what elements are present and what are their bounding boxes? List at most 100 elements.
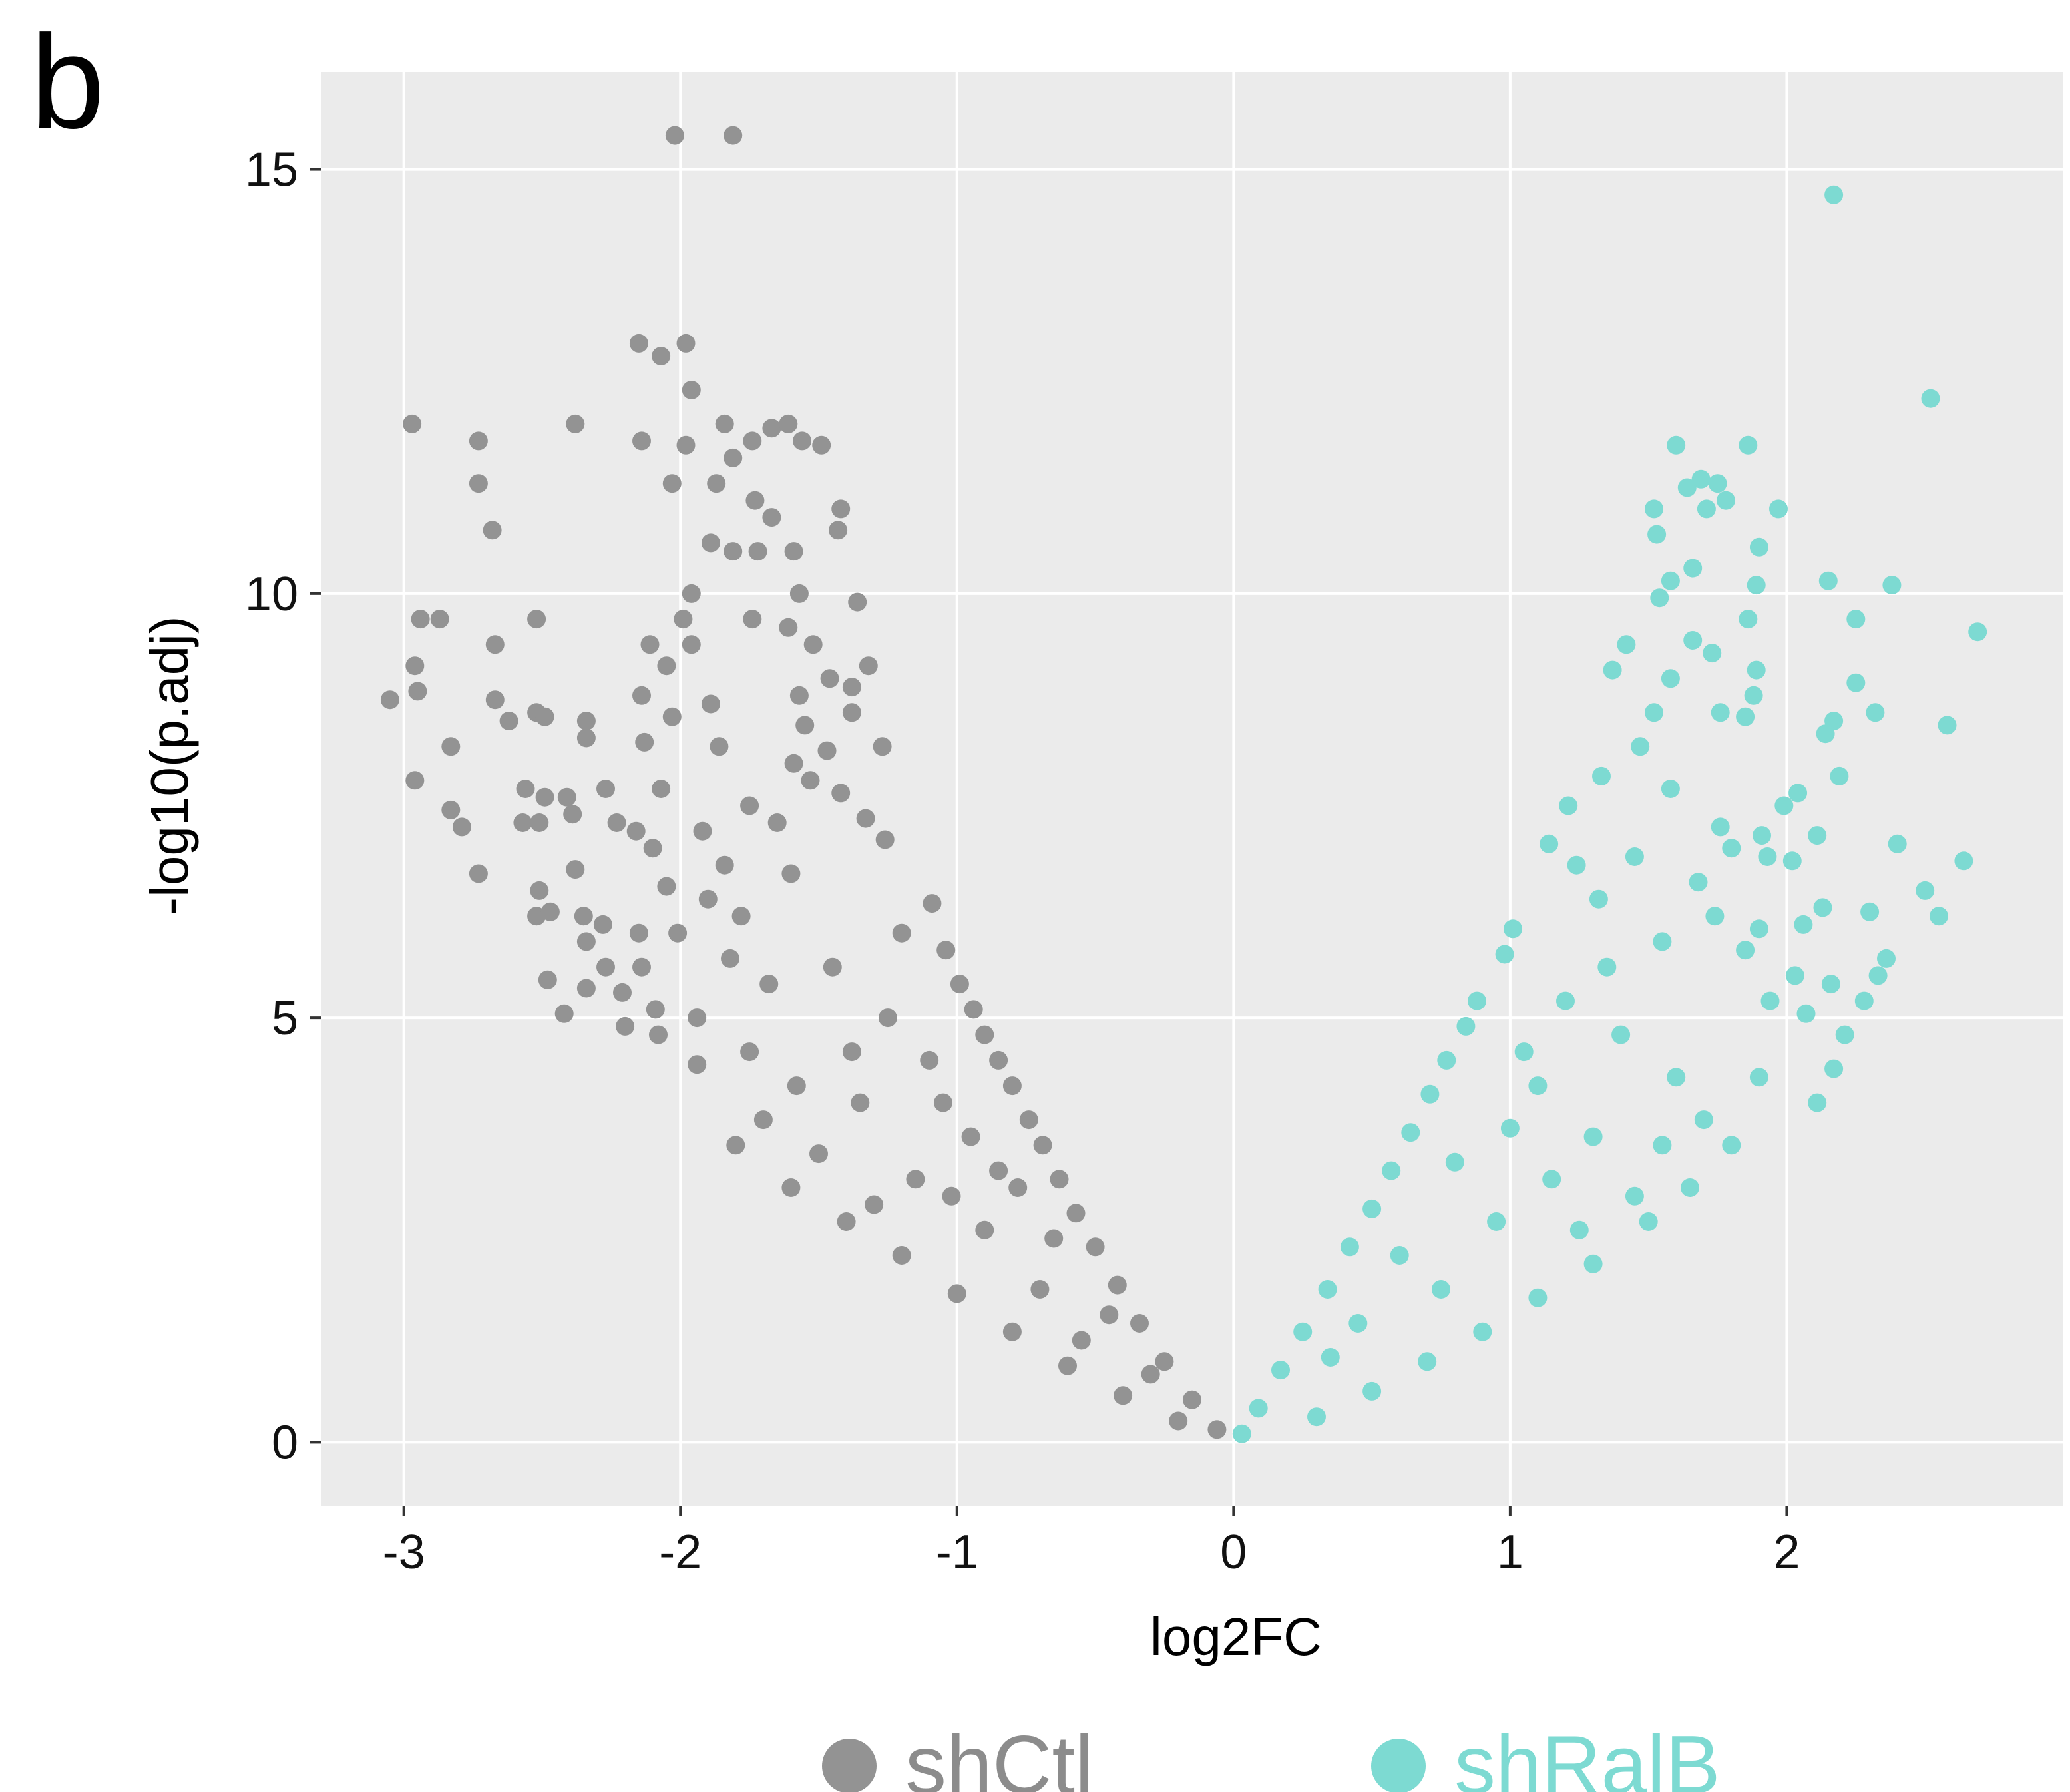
point-shRalB-14: [1661, 571, 1680, 590]
x-tick-label-5: 2: [1773, 1526, 1800, 1579]
point-shCtl-136: [781, 1178, 801, 1197]
point-shRalB-119: [1597, 957, 1617, 977]
point-shRalB-110: [1487, 1212, 1506, 1231]
point-shRalB-22: [1683, 631, 1703, 650]
point-shCtl-69: [441, 800, 461, 819]
y-tick-label-0: 0: [272, 1416, 298, 1469]
point-shRalB-112: [1390, 1246, 1409, 1265]
point-shCtl-39: [485, 635, 505, 654]
point-shRalB-40: [1888, 834, 1907, 853]
point-shRalB-35: [1788, 784, 1808, 803]
point-shCtl-163: [842, 1042, 861, 1062]
point-shCtl-18: [469, 474, 488, 493]
legend-label-shRalB: shRalB: [1454, 1719, 1721, 1792]
point-shRalB-103: [1667, 1068, 1686, 1087]
point-shCtl-116: [668, 923, 688, 943]
point-shCtl-159: [823, 957, 842, 977]
point-shRalB-11: [1647, 525, 1667, 544]
point-shCtl-133: [1183, 1390, 1201, 1409]
point-shRalB-85: [1340, 1237, 1359, 1257]
point-shCtl-158: [753, 1110, 773, 1130]
point-shCtl-151: [1044, 1229, 1064, 1248]
point-shCtl-36: [674, 610, 693, 629]
point-shCtl-10: [676, 435, 696, 455]
point-shCtl-2: [403, 414, 422, 433]
point-shCtl-40: [640, 635, 660, 654]
point-shRalB-80: [1437, 1050, 1456, 1070]
point-shCtl-127: [1050, 1170, 1069, 1189]
point-shCtl-145: [920, 1050, 939, 1070]
point-shRalB-70: [1567, 855, 1586, 875]
point-shCtl-59: [635, 732, 654, 752]
x-axis: -3 -2 -1 0 1 2: [383, 1506, 1800, 1579]
point-shCtl-13: [779, 414, 798, 433]
point-shRalB-113: [1432, 1280, 1450, 1299]
point-shCtl-91: [616, 1016, 635, 1036]
point-shRalB-114: [1348, 1314, 1368, 1333]
point-shRalB-90: [1232, 1424, 1251, 1443]
point-shRalB-116: [1694, 1110, 1713, 1130]
point-shRalB-58: [1824, 1059, 1844, 1078]
point-shRalB-1: [1921, 389, 1940, 408]
point-shRalB-60: [1617, 635, 1636, 654]
y-tick-label-3: 15: [245, 144, 298, 197]
point-shCtl-142: [1114, 1386, 1133, 1405]
point-shCtl-63: [516, 780, 535, 798]
point-shRalB-71: [1504, 919, 1522, 939]
point-shRalB-94: [1583, 1254, 1603, 1273]
point-shCtl-146: [851, 1093, 870, 1112]
point-shCtl-141: [1058, 1356, 1077, 1375]
point-shRalB-55: [1760, 991, 1780, 1010]
point-shCtl-71: [513, 813, 532, 832]
point-shRalB-84: [1362, 1199, 1382, 1218]
point-shRalB-101: [1514, 1042, 1534, 1062]
point-shCtl-137: [837, 1212, 856, 1231]
point-shCtl-55: [535, 707, 554, 726]
point-shCtl-96: [715, 855, 734, 875]
point-shCtl-155: [1100, 1305, 1119, 1325]
point-shCtl-77: [530, 881, 549, 900]
point-shCtl-8: [469, 431, 488, 451]
legend: shCtl shRalB: [822, 1719, 1721, 1792]
point-shCtl-24: [483, 521, 502, 540]
point-shRalB-29: [1736, 707, 1755, 726]
point-shCtl-112: [693, 821, 712, 841]
point-shCtl-46: [380, 690, 399, 710]
point-shCtl-161: [934, 1093, 952, 1112]
point-shCtl-60: [441, 737, 461, 756]
point-shCtl-16: [743, 431, 762, 451]
point-shRalB-48: [1877, 949, 1896, 968]
point-shCtl-134: [1207, 1420, 1227, 1439]
point-shCtl-144: [878, 1008, 897, 1028]
point-shCtl-132: [1155, 1352, 1174, 1371]
point-shCtl-148: [809, 1144, 828, 1164]
point-shCtl-48: [485, 690, 505, 710]
point-shCtl-156: [1072, 1331, 1091, 1350]
x-tick-label-0: -3: [383, 1526, 425, 1579]
point-shRalB-6: [1708, 474, 1727, 493]
point-shRalB-45: [1813, 898, 1832, 917]
point-shCtl-42: [803, 635, 823, 654]
point-shRalB-53: [1794, 915, 1813, 934]
point-shCtl-65: [557, 787, 576, 807]
point-shCtl-88: [576, 979, 596, 998]
point-shCtl-84: [576, 932, 596, 951]
point-shCtl-32: [848, 592, 867, 612]
point-shCtl-3: [629, 334, 648, 353]
point-shCtl-33: [411, 610, 430, 629]
point-shCtl-128: [1066, 1204, 1086, 1223]
point-shRalB-38: [1711, 817, 1730, 837]
point-shCtl-147: [961, 1127, 980, 1146]
point-shCtl-160: [892, 923, 911, 943]
point-shCtl-74: [607, 813, 626, 832]
point-shRalB-66: [1540, 834, 1559, 853]
point-shCtl-125: [1019, 1110, 1038, 1130]
point-shCtl-28: [748, 542, 767, 561]
point-shRalB-27: [1744, 686, 1763, 705]
point-shCtl-30: [682, 584, 701, 603]
point-shRalB-32: [1938, 716, 1957, 735]
point-shCtl-75: [626, 821, 646, 841]
point-shCtl-6: [682, 381, 701, 399]
y-axis-title: -log10(p.adj): [140, 616, 199, 915]
point-shCtl-5: [676, 334, 696, 353]
